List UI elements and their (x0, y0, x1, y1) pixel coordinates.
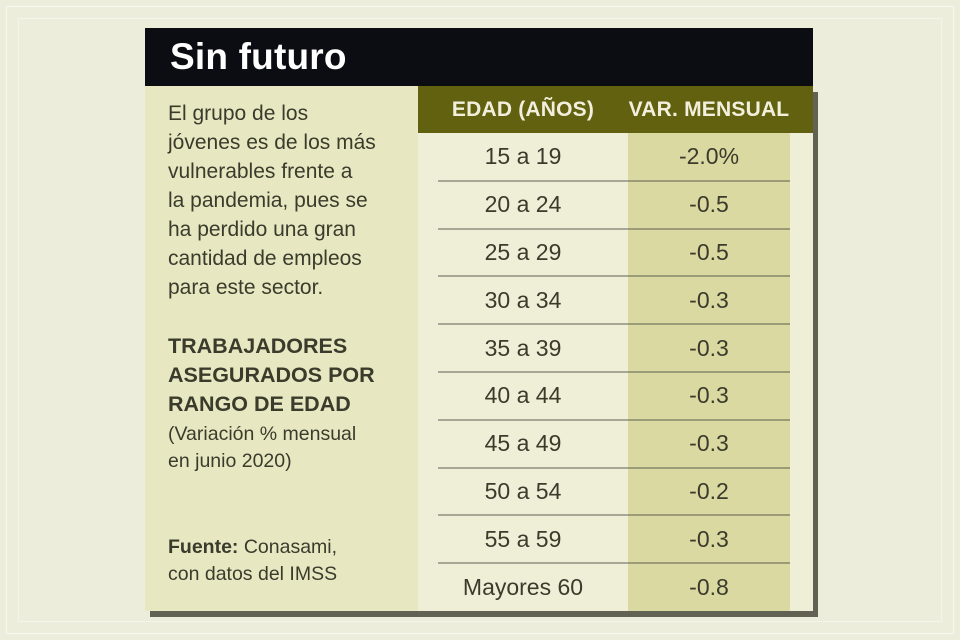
value-cell: -0.3 (628, 324, 790, 372)
value-cell: -0.3 (628, 371, 790, 420)
source-name: Conasami, (243, 536, 338, 558)
table-row: Mayores 60 -0.8 (418, 562, 813, 611)
chart-subtitle: TRABAJADORES ASEGURADOS POR RANGO DE EDA… (168, 334, 375, 416)
age-cell: 15 a 19 (418, 133, 628, 181)
table-body: 15 a 19 -2.0% 20 a 24 -0.5 25 a 29 -0.5 30 a 3… (418, 133, 813, 611)
table-row: 45 a 49 -0.3 (418, 418, 813, 468)
title-bar: Sin futuro (145, 28, 813, 86)
table-row: 20 a 24 -0.5 (418, 179, 813, 229)
row-strip (790, 276, 813, 325)
data-table: EDAD (AÑOS) VAR. MENSUAL 15 a 19 -2.0% 20 … (418, 86, 813, 611)
table-header: EDAD (AÑOS) VAR. MENSUAL (418, 86, 813, 133)
age-cell: 30 a 34 (418, 276, 628, 325)
row-strip (790, 467, 813, 516)
column-header-edad: EDAD (AÑOS) (451, 97, 595, 121)
age-cell: 40 a 44 (418, 371, 628, 420)
value-cell: -0.5 (628, 228, 790, 277)
page-title: Sin futuro (170, 36, 347, 77)
age-cell: 45 a 49 (418, 419, 628, 468)
age-cell: 25 a 29 (418, 228, 628, 277)
age-cell: 35 a 39 (418, 324, 628, 372)
row-strip (790, 563, 813, 611)
row-strip (790, 419, 813, 468)
table-row: 35 a 39 -0.3 (418, 323, 813, 372)
source-label: Fuente: (168, 536, 239, 558)
row-strip (790, 371, 813, 420)
table-row: 15 a 19 -2.0% (418, 133, 813, 181)
row-strip (790, 228, 813, 277)
infographic-panel: El grupo de los jóvenes es de los más vu… (145, 86, 813, 611)
row-strip (790, 180, 813, 229)
age-cell: 20 a 24 (418, 180, 628, 229)
text-column: El grupo de los jóvenes es de los más vu… (168, 86, 420, 611)
value-cell: -0.3 (628, 419, 790, 468)
table-row: 50 a 54 -0.2 (418, 466, 813, 516)
value-cell: -0.8 (628, 563, 790, 611)
description-text: El grupo de los jóvenes es de los más vu… (168, 102, 376, 299)
value-cell: -0.3 (628, 276, 790, 325)
row-strip (790, 324, 813, 372)
age-cell: 50 a 54 (418, 467, 628, 516)
table-row: 40 a 44 -0.3 (418, 370, 813, 420)
source-text: Fuente: Conasami, con datos del IMSS (168, 534, 337, 588)
chart-note: (Variación % mensual en junio 2020) (168, 423, 357, 472)
column-header-var: VAR. MENSUAL (628, 97, 790, 121)
table-row: 25 a 29 -0.5 (418, 227, 813, 277)
row-strip (790, 515, 813, 564)
value-cell: -2.0% (628, 133, 790, 181)
value-cell: -0.3 (628, 515, 790, 564)
age-cell: 55 a 59 (418, 515, 628, 564)
table-row: 55 a 59 -0.3 (418, 514, 813, 564)
source-line2: con datos del IMSS (168, 563, 338, 585)
row-strip (790, 133, 813, 181)
age-cell: Mayores 60 (418, 563, 628, 611)
value-cell: -0.2 (628, 467, 790, 516)
value-cell: -0.5 (628, 180, 790, 229)
table-row: 30 a 34 -0.3 (418, 275, 813, 325)
